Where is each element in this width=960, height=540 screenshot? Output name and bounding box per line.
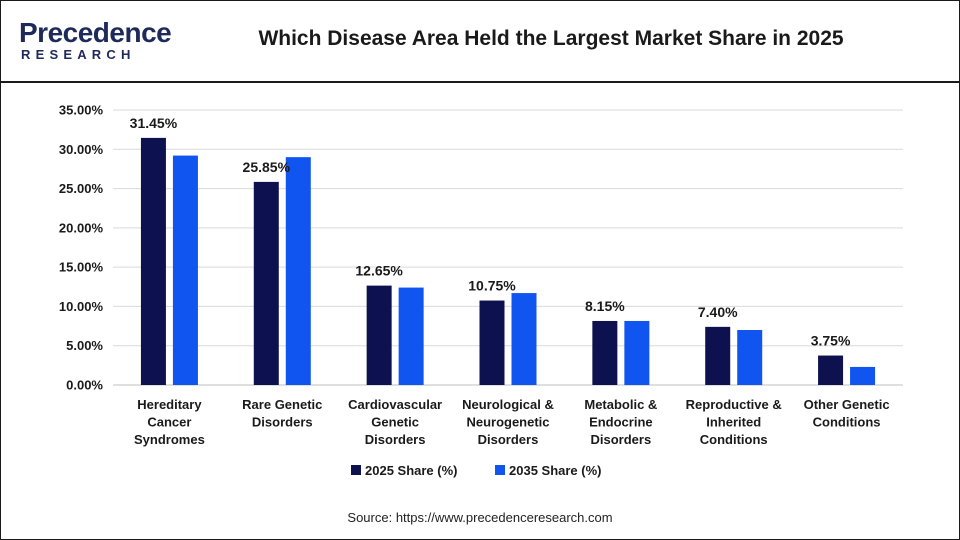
logo-wordmark: Precedence — [19, 17, 172, 48]
x-category-label: Cancer — [147, 415, 191, 430]
x-category-label: Disorders — [478, 432, 539, 447]
y-tick-label: 10.00% — [59, 299, 104, 314]
bar-2025 — [705, 326, 731, 385]
y-tick-label: 30.00% — [59, 142, 104, 157]
legend-swatch-2035 — [495, 465, 505, 475]
data-label: 10.75% — [468, 278, 516, 294]
x-category-label: Inherited — [706, 415, 761, 430]
data-label: 8.15% — [585, 298, 625, 314]
brand-logo: Precedence RESEARCH — [19, 15, 172, 71]
x-category-label: Disorders — [365, 432, 426, 447]
x-category-label: Conditions — [700, 432, 768, 447]
data-label: 12.65% — [355, 263, 403, 279]
data-label: 7.40% — [698, 304, 738, 320]
bar-2025 — [253, 181, 279, 385]
bar-2025 — [140, 137, 166, 385]
x-category-label: Endocrine — [589, 415, 653, 430]
bar-2035 — [285, 157, 311, 385]
data-label: 31.45% — [130, 115, 178, 131]
y-tick-label: 20.00% — [59, 220, 104, 235]
bar-2035 — [624, 320, 650, 385]
x-category-label: Disorders — [252, 415, 313, 430]
chart-title: Which Disease Area Held the Largest Mark… — [258, 27, 844, 50]
x-category-label: Cardiovascular — [348, 397, 442, 412]
bar-2025 — [818, 355, 844, 385]
x-category-label: Hereditary — [137, 397, 202, 412]
bar-2035 — [850, 366, 876, 385]
bar-chart: 0.00% 5.00% 10.00% 15.00% 20.00% 25.00% 30.00%… — [59, 103, 903, 478]
bar-2035 — [511, 293, 537, 385]
bar-2035 — [172, 155, 198, 385]
x-category-label: Genetic — [371, 415, 419, 430]
y-tick-label: 15.00% — [59, 260, 104, 275]
legend-label-2035: 2035 Share (%) — [509, 463, 602, 478]
bar-2035 — [737, 330, 763, 385]
x-category-label: Other Genetic — [804, 397, 890, 412]
y-tick-label: 25.00% — [59, 181, 104, 196]
source-note: Source: https://www.precedenceresearch.c… — [347, 510, 613, 525]
x-category-label: Conditions — [813, 415, 881, 430]
logo-subtext: RESEARCH — [21, 47, 136, 62]
bar-2025 — [366, 285, 392, 385]
x-category-label: Reproductive & — [686, 397, 782, 412]
y-tick-label: 0.00% — [66, 378, 103, 393]
x-category-label: Disorders — [591, 432, 652, 447]
x-category-label: Syndromes — [134, 432, 205, 447]
x-category-label: Rare Genetic — [242, 397, 322, 412]
legend-label-2025: 2025 Share (%) — [365, 463, 458, 478]
header: Precedence RESEARCH Which Disease Area H… — [1, 1, 959, 83]
x-category-label: Neurological & — [462, 397, 554, 412]
bar-2025 — [592, 320, 618, 385]
x-category-label: Metabolic & — [584, 397, 657, 412]
y-tick-label: 35.00% — [59, 103, 104, 118]
y-tick-label: 5.00% — [66, 338, 103, 353]
bar-2025 — [479, 300, 505, 385]
data-label: 25.85% — [243, 159, 291, 175]
bar-2035 — [398, 287, 424, 385]
x-category-label: Neurogenetic — [466, 415, 549, 430]
data-label: 3.75% — [811, 333, 851, 349]
legend-swatch-2025 — [351, 465, 361, 475]
